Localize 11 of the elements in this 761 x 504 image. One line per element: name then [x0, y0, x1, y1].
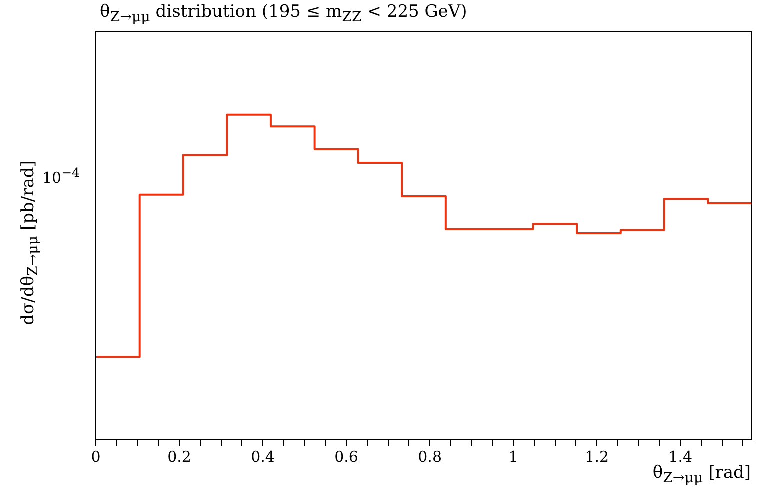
x-tick-label: 0.6	[334, 448, 358, 466]
text: 10$^{−4}$	[42, 165, 80, 188]
x-tick-label: 0	[91, 448, 101, 466]
x-tick-label: 1.4	[668, 448, 693, 466]
x-axis-title: θ$_{Z→μμ}$ [rad]	[652, 463, 751, 486]
x-tick-label: 0.8	[418, 448, 442, 466]
x-tick-label: 1	[508, 448, 518, 466]
x-tick-label: 0.4	[251, 448, 275, 466]
chart-title: θ$_{Z→μμ}$ distribution (195 ≤ m$_{ZZ}$ < 225 GeV)	[100, 2, 468, 26]
x-tick-label: 0.2	[168, 448, 192, 466]
x-tick-label: 1.2	[585, 448, 610, 466]
